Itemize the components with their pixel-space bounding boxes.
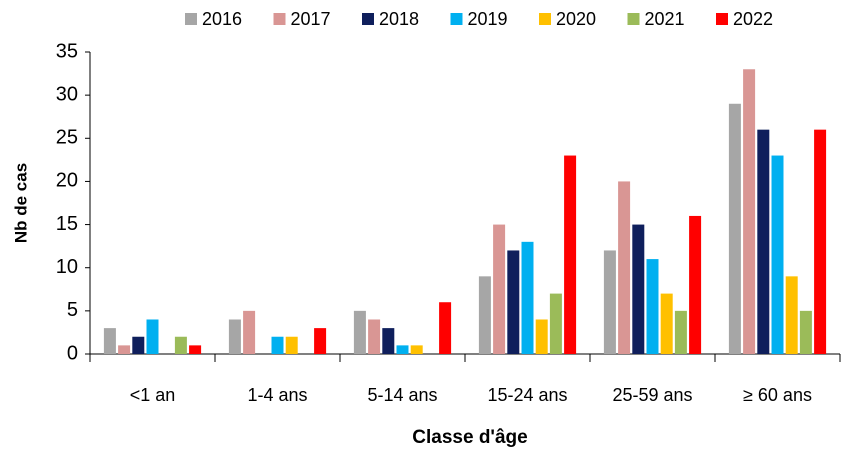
bar: [757, 129, 770, 354]
legend-swatch: [716, 13, 728, 25]
x-tick-label: 1-4 ans: [247, 385, 307, 405]
bar: [728, 103, 741, 355]
bar: [118, 345, 131, 354]
bar: [743, 69, 756, 354]
bar: [564, 155, 577, 354]
bar: [814, 129, 827, 354]
y-tick-label: 30: [56, 83, 78, 105]
legend-swatch: [539, 13, 551, 25]
bar: [353, 310, 366, 354]
bar: [618, 181, 631, 354]
legend-label: 2016: [202, 9, 242, 29]
legend-label: 2018: [379, 9, 419, 29]
bar: [271, 336, 284, 354]
bar: [228, 319, 241, 354]
bar: [507, 250, 520, 354]
x-tick-label: 25-59 ans: [612, 385, 692, 405]
bar: [674, 310, 687, 354]
bar: [478, 276, 491, 354]
x-tick-label: 15-24 ans: [487, 385, 567, 405]
legend-swatch: [450, 13, 463, 25]
x-axis-label: Classe d'âge: [412, 427, 527, 448]
bar: [396, 345, 409, 354]
bar: [660, 293, 673, 354]
bar: [771, 155, 784, 354]
bar: [439, 302, 452, 354]
legend-swatch: [627, 13, 640, 25]
legend-swatch: [273, 13, 286, 25]
bar: [314, 328, 327, 354]
legend-label: 2021: [645, 9, 685, 29]
x-tick-label: ≥ 60 ans: [743, 385, 812, 405]
bar: [243, 310, 256, 354]
y-axis-label: Nb de cas: [11, 163, 30, 243]
bar: [132, 336, 145, 354]
y-tick-label: 10: [56, 256, 78, 278]
legend-swatch: [362, 13, 374, 25]
bar: [549, 293, 562, 354]
y-tick-label: 15: [56, 213, 78, 235]
legend-label: 2017: [291, 9, 331, 29]
y-tick-label: 35: [56, 40, 78, 62]
bar: [785, 276, 798, 354]
bar: [285, 336, 298, 354]
bar: [146, 319, 159, 354]
legend-label: 2022: [733, 9, 773, 29]
bar: [689, 215, 702, 354]
legend-label: 2019: [468, 9, 508, 29]
x-tick-label: 5-14 ans: [367, 385, 437, 405]
bar: [174, 336, 187, 354]
legend-label: 2020: [556, 9, 596, 29]
bar: [410, 345, 423, 354]
bar: [799, 310, 812, 354]
bar: [382, 328, 395, 354]
y-tick-label: 5: [67, 299, 78, 321]
legend-swatch: [185, 13, 197, 25]
bar: [603, 250, 616, 354]
bar: [632, 224, 645, 354]
bar: [189, 345, 202, 354]
bar: [646, 259, 659, 354]
x-tick-label: <1 an: [130, 385, 176, 405]
bar: [493, 224, 506, 354]
y-tick-label: 0: [67, 342, 78, 364]
bar: [521, 241, 534, 354]
bar: [368, 319, 381, 354]
y-tick-label: 25: [56, 127, 78, 149]
y-tick-label: 20: [56, 170, 78, 192]
bar: [103, 328, 116, 354]
bar: [535, 319, 548, 354]
